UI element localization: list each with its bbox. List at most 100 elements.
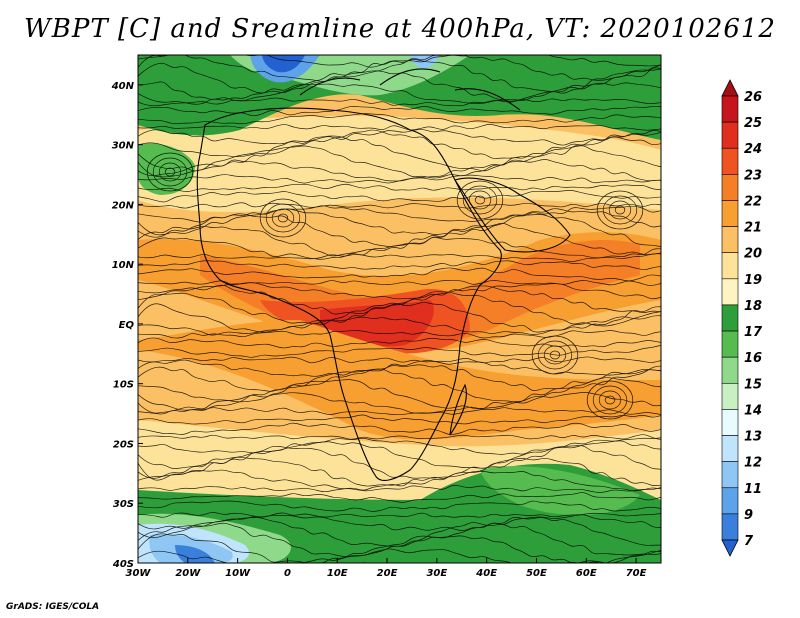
streamline	[138, 522, 661, 557]
lon-tick-label: 10E	[327, 568, 348, 579]
lon-tick-label: 70E	[626, 568, 647, 579]
streamline	[138, 190, 661, 203]
streamline	[138, 514, 661, 531]
streamline	[138, 124, 661, 131]
colorbar-min-triangle	[721, 539, 739, 557]
streamline-eddy	[474, 195, 486, 205]
colorbar-swatch	[721, 382, 739, 410]
streamline-eddy	[152, 157, 188, 187]
colorbar-label: 15	[744, 377, 762, 392]
colorbar-label: 12	[744, 456, 762, 471]
colorbar-swatch	[721, 278, 739, 306]
colorbar-label: 13	[744, 430, 762, 445]
colorbar-label: 9	[744, 508, 753, 523]
streamline-eddy	[164, 167, 176, 177]
lon-tick-label: 30W	[126, 568, 152, 579]
streamline-eddy	[549, 350, 561, 360]
colorbar-swatch	[721, 226, 739, 254]
streamline	[138, 437, 661, 455]
colorbar: 26 25 24 23 22 21 20 19 18 17 16 15 14 13 12 11 9 7	[721, 79, 763, 557]
streamline	[138, 129, 661, 159]
latitude-axis: 40N 30N 20N 10N EQ 10S 20S 30S 40S	[111, 81, 143, 570]
streamline	[138, 445, 661, 481]
streamline-eddy	[602, 195, 638, 225]
streamline	[138, 337, 661, 349]
colorbar-label: 22	[744, 194, 762, 209]
streamline	[138, 291, 661, 327]
streamline	[138, 260, 661, 270]
chart-title: WBPT [C] and Sreamline at 400hPa, VT: 20…	[24, 14, 776, 44]
streamline-eddy	[271, 208, 295, 228]
streamline	[138, 469, 661, 492]
colorbar-swatch	[721, 252, 739, 280]
lat-tick-label: 10S	[113, 380, 134, 391]
lon-tick-label: 0	[284, 568, 291, 579]
streamline-eddy	[596, 190, 644, 230]
streamline	[138, 500, 661, 512]
lat-tick-label: 20N	[112, 200, 135, 211]
streamline	[138, 407, 661, 416]
streamline-eddy	[277, 213, 289, 223]
colorbar-swatch	[721, 95, 739, 123]
streamline-eddy	[259, 198, 307, 238]
streamline	[138, 392, 661, 414]
streamline	[359, 562, 661, 563]
streamline-eddy	[468, 190, 492, 210]
streamline-eddy	[462, 185, 498, 215]
streamline	[138, 237, 661, 260]
streamline	[138, 516, 661, 547]
streamline	[138, 422, 661, 435]
streamline	[138, 330, 661, 339]
colorbar-swatch	[721, 487, 739, 515]
streamline-eddy	[586, 380, 634, 420]
colorbar-label: 20	[744, 247, 762, 262]
colorbar-swatch	[721, 200, 739, 227]
lat-tick-label: 20S	[113, 439, 134, 450]
streamline	[138, 356, 661, 364]
streamline	[138, 512, 661, 518]
streamline	[138, 434, 661, 440]
colorbar-swatch	[721, 461, 739, 489]
streamline	[138, 183, 661, 193]
streamline-eddy	[531, 335, 579, 375]
colorbar-label: 26	[744, 90, 762, 105]
colorbar-swatch	[721, 121, 739, 149]
colorbar-label: 14	[744, 403, 762, 418]
colorbar-label: 24	[744, 142, 762, 157]
coastline-layer	[196, 68, 571, 481]
lon-tick-label: 20E	[377, 568, 398, 579]
streamline	[138, 113, 661, 125]
streamline	[138, 202, 661, 209]
lon-tick-label: 20W	[175, 568, 201, 579]
colorbar-label: 7	[744, 534, 754, 549]
lon-tick-label: 60E	[576, 568, 597, 579]
lat-tick-label: 40N	[111, 81, 135, 92]
colorbar-label: 16	[744, 351, 762, 366]
streamline-layer	[138, 55, 661, 563]
streamline	[138, 364, 661, 392]
streamline	[138, 59, 661, 94]
colorbar-label: 17	[744, 325, 763, 340]
lon-tick-label: 50E	[526, 568, 547, 579]
colorbar-label: 18	[744, 299, 762, 314]
colorbar-swatch	[721, 174, 739, 201]
streamline	[138, 253, 661, 262]
streamline-eddy	[598, 390, 622, 410]
streamline-eddy	[604, 395, 616, 405]
streamline	[138, 82, 661, 105]
map-frame	[137, 54, 662, 564]
streamline	[138, 315, 661, 336]
colorbar-swatch	[721, 304, 739, 332]
streamline-eddy	[265, 203, 301, 233]
streamline-eddy	[614, 205, 626, 215]
lon-tick-label: 30E	[426, 568, 447, 579]
streamline	[138, 68, 661, 102]
streamline	[138, 345, 661, 358]
lat-tick-label: 30S	[113, 499, 134, 510]
streamline-eddy	[608, 200, 632, 220]
streamline	[138, 208, 661, 236]
colorbar-swatch	[721, 356, 739, 384]
colorbar-swatch	[721, 513, 739, 541]
streamline	[138, 414, 661, 425]
